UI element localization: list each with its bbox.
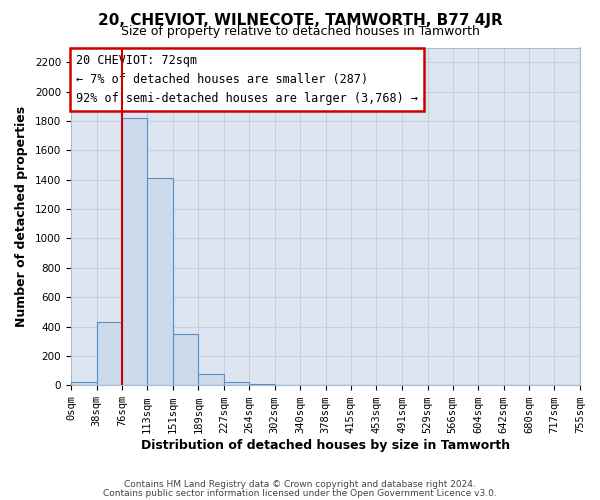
- Bar: [224, 382, 249, 386]
- Text: 20, CHEVIOT, WILNECOTE, TAMWORTH, B77 4JR: 20, CHEVIOT, WILNECOTE, TAMWORTH, B77 4J…: [98, 12, 502, 28]
- Bar: [71, 382, 97, 386]
- Text: 20 CHEVIOT: 72sqm
← 7% of detached houses are smaller (287)
92% of semi-detached: 20 CHEVIOT: 72sqm ← 7% of detached house…: [76, 54, 418, 106]
- Text: Size of property relative to detached houses in Tamworth: Size of property relative to detached ho…: [121, 25, 479, 38]
- Bar: [249, 384, 275, 386]
- X-axis label: Distribution of detached houses by size in Tamworth: Distribution of detached houses by size …: [141, 440, 510, 452]
- Y-axis label: Number of detached properties: Number of detached properties: [15, 106, 28, 327]
- Bar: [122, 118, 147, 386]
- Text: Contains public sector information licensed under the Open Government Licence v3: Contains public sector information licen…: [103, 488, 497, 498]
- Bar: [173, 334, 199, 386]
- Bar: [275, 384, 300, 386]
- Bar: [97, 322, 122, 386]
- Bar: [147, 178, 173, 386]
- Text: Contains HM Land Registry data © Crown copyright and database right 2024.: Contains HM Land Registry data © Crown c…: [124, 480, 476, 489]
- Bar: [199, 374, 224, 386]
